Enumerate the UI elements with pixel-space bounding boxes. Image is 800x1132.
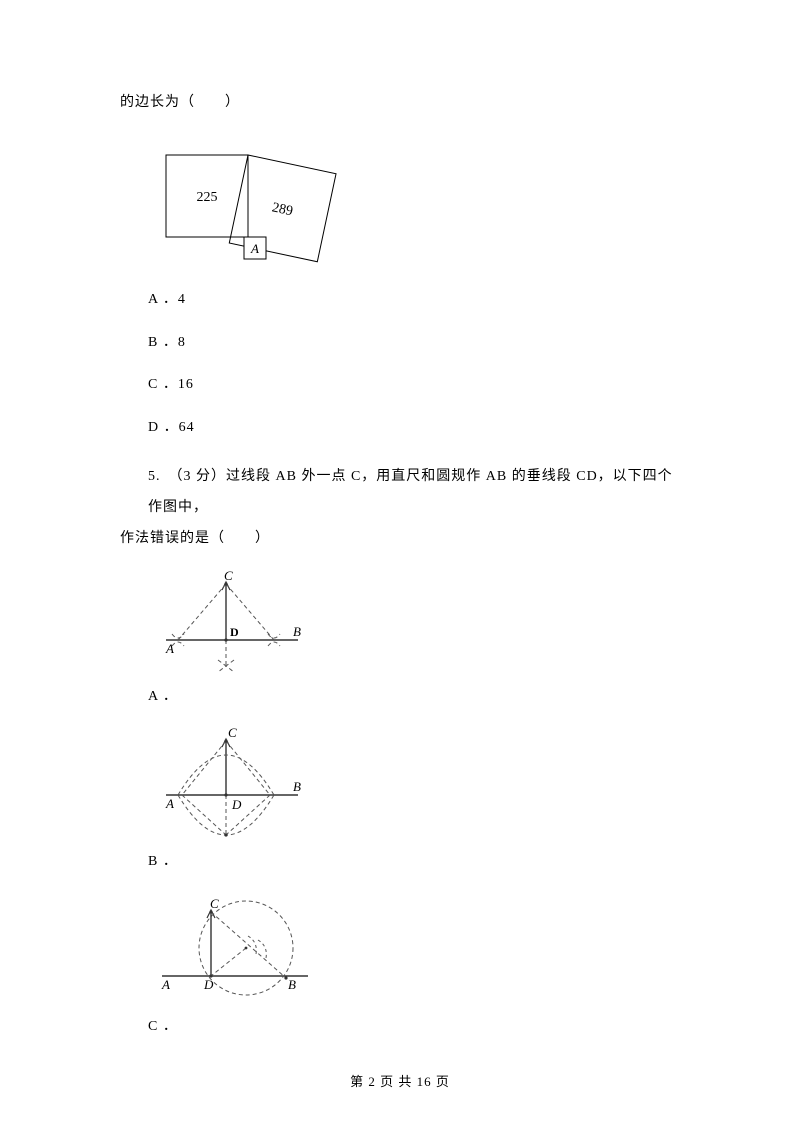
svg-text:A: A bbox=[165, 796, 174, 811]
svg-text:A: A bbox=[165, 641, 174, 656]
page-footer: 第 2 页 共 16 页 bbox=[0, 1071, 800, 1090]
svg-text:D: D bbox=[230, 625, 239, 639]
q5-option-c-letter: C ． bbox=[120, 1012, 680, 1043]
q5-option-a-letter: A ． bbox=[120, 682, 680, 713]
q5-stem-line2: 作法错误的是（ ） bbox=[120, 524, 680, 555]
svg-text:B: B bbox=[288, 977, 296, 992]
svg-text:C: C bbox=[210, 896, 219, 911]
svg-text:B: B bbox=[293, 779, 301, 794]
q4-small-label: A bbox=[250, 241, 259, 256]
q5-option-b-letter: B ． bbox=[120, 847, 680, 878]
q5-figure-b: A B C D bbox=[148, 723, 680, 843]
svg-text:D: D bbox=[203, 977, 214, 992]
q4-left-label: 225 bbox=[197, 190, 218, 205]
q5-stem-line1: 5. （3 分）过线段 AB 外一点 C，用直尺和圆规作 AB 的垂线段 CD，… bbox=[120, 462, 680, 524]
q5-figure-c: A B C D bbox=[148, 888, 680, 1008]
q4-figure: 225 289 A bbox=[148, 137, 680, 267]
page-content: 的边长为（ ） 225 289 A A ．4 B ．8 C ．16 D ．64 … bbox=[0, 0, 800, 1043]
svg-text:B: B bbox=[293, 624, 301, 639]
svg-text:C: C bbox=[224, 568, 233, 583]
q4-stem-fragment: 的边长为（ ） bbox=[120, 88, 680, 119]
svg-text:D: D bbox=[231, 797, 242, 812]
svg-text:C: C bbox=[228, 725, 237, 740]
q5-figure-a: A B C D bbox=[148, 568, 680, 678]
q4-option-c: C ．16 bbox=[120, 370, 680, 401]
q4-option-a: A ．4 bbox=[120, 285, 680, 316]
q4-option-d: D ．64 bbox=[120, 413, 680, 444]
q4-option-b: B ．8 bbox=[120, 328, 680, 359]
svg-text:A: A bbox=[161, 977, 170, 992]
